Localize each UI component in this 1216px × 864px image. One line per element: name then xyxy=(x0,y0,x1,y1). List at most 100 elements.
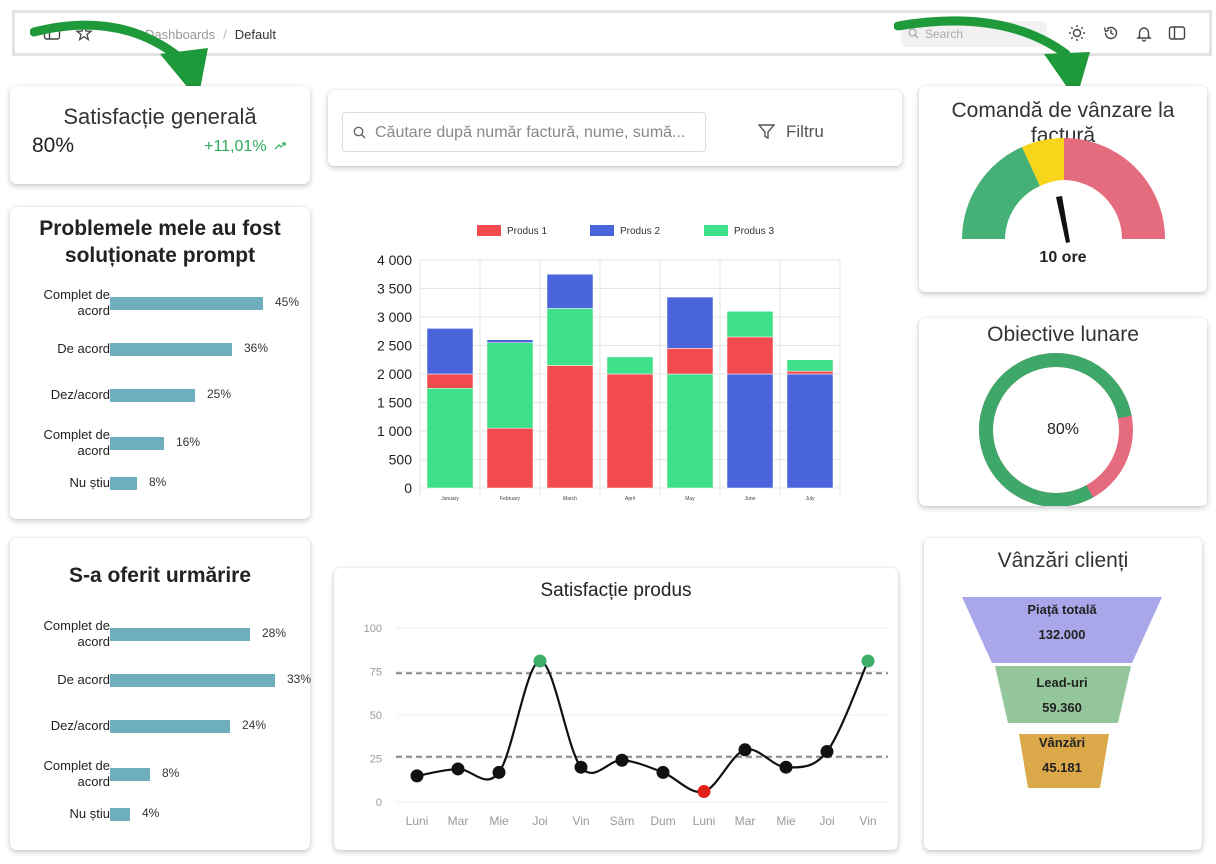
funnel-stage xyxy=(962,597,1162,663)
y-tick-label: 3 000 xyxy=(377,309,412,325)
legend-item[interactable]: Produs 1 xyxy=(477,225,547,237)
goals-title: Obiective lunare xyxy=(987,323,1139,346)
y-tick-label: 2 000 xyxy=(377,366,412,382)
invoice-search-placeholder: Căutare după număr factură, nume, sumă..… xyxy=(375,124,686,141)
kpi-delta: +11,01% xyxy=(204,138,286,156)
bar-percent: 36% xyxy=(244,341,269,355)
bar-percent: 8% xyxy=(149,475,167,489)
breadcrumb: Dashboards / Default xyxy=(145,27,276,42)
bar-fill xyxy=(110,720,230,733)
bar-row: Nu știu 8% xyxy=(10,467,310,501)
data-point xyxy=(697,785,711,799)
bar-label: De acord xyxy=(57,672,110,687)
gauge-segment-red xyxy=(1064,138,1165,239)
funnel-card: Vânzări clienți Piață totală 132.000 Lead-… xyxy=(924,538,1202,850)
bar-segment xyxy=(486,427,534,489)
goals-card: Obiective lunare 80% xyxy=(919,318,1207,506)
funnel-stage-value: 132.000 xyxy=(1038,627,1086,642)
bar-row: Complet de acord 8% xyxy=(10,758,310,792)
breadcrumb-parent[interactable]: Dashboards xyxy=(145,27,216,42)
resolved-title-line1: Problemele mele au fost xyxy=(39,217,281,240)
y-tick-label: 100 xyxy=(364,623,382,635)
data-point xyxy=(615,753,629,767)
search-icon xyxy=(353,126,366,139)
bar-segment xyxy=(426,388,474,489)
product-satisfaction-card: Satisfacție produs 0 25 50 75 100 Luni Mar Mie J… xyxy=(334,568,898,850)
y-tick-label: 500 xyxy=(389,452,413,468)
bar-row: De acord 36% xyxy=(10,333,310,367)
bell-icon[interactable] xyxy=(1135,24,1153,42)
bar-label: Dez/acord xyxy=(50,387,110,402)
data-point xyxy=(492,765,506,779)
funnel-stage xyxy=(995,666,1131,723)
x-tick-label: Dum xyxy=(650,814,675,828)
bar-percent: 16% xyxy=(176,435,201,449)
funnel-stage-name: Lead-uri xyxy=(1036,675,1088,690)
bar-percent: 28% xyxy=(262,626,287,640)
filter-button[interactable]: Filtru xyxy=(758,112,824,152)
bar-row: Complet de acord 28% xyxy=(10,618,310,652)
y-tick-label: 50 xyxy=(370,710,382,722)
bar-fill xyxy=(110,437,164,450)
resolved-card: Problemele mele au fost soluționate prom… xyxy=(10,207,310,519)
y-tick-label: 2 500 xyxy=(377,338,412,354)
sun-icon[interactable] xyxy=(1068,24,1086,42)
x-tick-label: March xyxy=(563,496,577,502)
bar-segment xyxy=(666,296,714,349)
search-icon xyxy=(908,28,919,39)
bar-segment xyxy=(606,356,654,375)
legend-swatch xyxy=(590,225,614,236)
bar-label: De acord xyxy=(57,341,110,356)
bar-segment xyxy=(726,311,774,338)
x-tick-label: Joi xyxy=(532,814,547,828)
data-point xyxy=(820,745,834,759)
x-tick-label: Joi xyxy=(819,814,834,828)
legend-item[interactable]: Produs 3 xyxy=(704,225,774,237)
line-chart-title: Satisfacție produs xyxy=(540,580,692,601)
search-card: Căutare după număr factură, nume, sumă..… xyxy=(328,90,902,166)
kpi-card: Satisfacție generală 80% +11,01% xyxy=(10,86,310,184)
bar-segment xyxy=(546,274,594,309)
goals-donut-chart xyxy=(979,353,1133,506)
chart-legend: Produs 1 Produs 2 Produs 3 xyxy=(370,225,850,241)
bar-label: Nu știu xyxy=(69,806,110,821)
y-tick-label: 1 500 xyxy=(377,395,412,411)
kpi-title: Satisfacție generală xyxy=(63,104,257,129)
kpi-delta-value: +11,01% xyxy=(204,138,267,155)
gauge-chart xyxy=(962,137,1165,243)
y-tick-label: 25 xyxy=(370,754,382,766)
kpi-value: 80% xyxy=(32,134,75,157)
panel-icon[interactable] xyxy=(1168,24,1186,42)
y-tick-label: 1 000 xyxy=(377,423,412,439)
bar-percent: 25% xyxy=(207,387,232,401)
legend-swatch xyxy=(477,225,501,236)
history-icon[interactable] xyxy=(1102,24,1120,42)
bar-segment xyxy=(486,342,534,429)
series-line xyxy=(416,659,870,794)
data-point xyxy=(738,743,752,757)
bar-segment xyxy=(726,373,774,489)
gauge-needle xyxy=(1056,196,1070,243)
funnel-stage xyxy=(1019,734,1109,788)
bar-fill xyxy=(110,297,263,310)
bar-fill xyxy=(110,343,232,356)
legend-label: Produs 3 xyxy=(734,226,775,237)
x-tick-label: July xyxy=(806,496,815,502)
bar-fill xyxy=(110,477,137,490)
x-tick-label: April xyxy=(625,496,635,502)
gauge-card: Comandă de vânzare la factură 10 ore xyxy=(919,86,1207,292)
star-icon[interactable] xyxy=(75,24,93,42)
x-tick-label: Mie xyxy=(776,814,796,828)
filter-label: Filtru xyxy=(786,122,824,141)
x-tick-label: Vin xyxy=(572,814,589,828)
data-point xyxy=(533,654,547,668)
legend-item[interactable]: Produs 2 xyxy=(590,225,660,237)
x-tick-label: June xyxy=(745,496,756,502)
invoice-search-input[interactable]: Căutare după număr factură, nume, sumă..… xyxy=(342,112,706,152)
bar-percent: 45% xyxy=(275,295,300,309)
x-tick-label: May xyxy=(685,496,695,502)
x-tick-label: Luni xyxy=(693,814,716,828)
top-search-placeholder: Search xyxy=(925,27,964,41)
funnel-stage-value: 45.181 xyxy=(1042,760,1082,775)
bar-segment xyxy=(786,359,834,372)
